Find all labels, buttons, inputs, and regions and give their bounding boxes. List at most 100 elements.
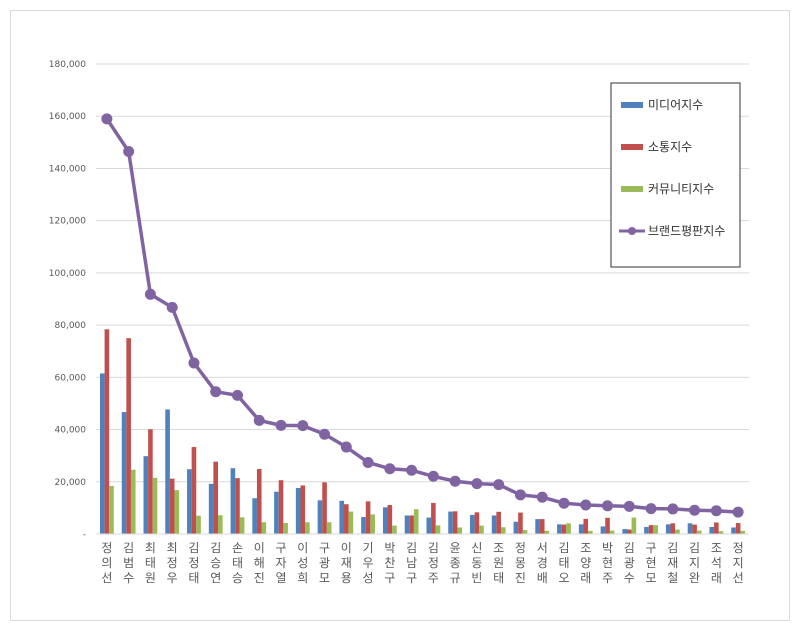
line-point xyxy=(449,475,461,487)
bar xyxy=(709,526,715,534)
bar xyxy=(300,485,306,534)
bar xyxy=(622,529,627,534)
line-point xyxy=(732,506,744,518)
line-point xyxy=(710,505,722,517)
bar xyxy=(687,523,693,534)
bar xyxy=(665,524,671,534)
line-point xyxy=(123,145,135,157)
bar xyxy=(230,468,236,534)
line-point xyxy=(558,497,570,509)
bar xyxy=(535,519,540,534)
bar xyxy=(544,530,550,534)
bar xyxy=(648,525,654,534)
bar xyxy=(339,500,345,534)
line-series xyxy=(101,113,744,518)
legend-swatch xyxy=(621,102,643,108)
line-point xyxy=(645,503,657,515)
legend-label: 브랜드평판지수 xyxy=(648,224,725,238)
bar xyxy=(675,529,680,534)
bar xyxy=(104,329,110,534)
line-point xyxy=(297,420,309,432)
bar xyxy=(500,527,506,534)
bar xyxy=(392,525,397,534)
line-point xyxy=(471,478,483,490)
bar xyxy=(148,429,153,534)
bar xyxy=(143,456,149,534)
bar xyxy=(448,511,453,534)
y-tick-label: 80,000 xyxy=(55,321,87,331)
bar xyxy=(121,412,127,534)
line-point xyxy=(623,500,635,512)
bar xyxy=(361,517,366,534)
bar xyxy=(583,518,589,534)
line-point xyxy=(580,499,592,511)
y-tick-label: 60,000 xyxy=(55,373,87,383)
legend-label: 미디어지수 xyxy=(648,98,703,112)
line-point xyxy=(144,288,156,300)
bar xyxy=(426,517,432,534)
line-point xyxy=(667,503,679,515)
chart-svg: - 20,000 40,000 60,000 80,000 100,000 120,000 1… xyxy=(49,60,749,585)
bar xyxy=(387,505,393,534)
bar xyxy=(283,523,288,534)
y-tick-label: 140,000 xyxy=(49,164,86,174)
bar xyxy=(365,501,371,534)
bar xyxy=(539,519,545,534)
line-point xyxy=(362,456,374,468)
line-point xyxy=(231,389,243,401)
bar xyxy=(326,522,332,534)
bar xyxy=(605,517,610,534)
bar xyxy=(295,488,301,534)
bar xyxy=(130,469,136,534)
bar xyxy=(609,530,615,534)
bar xyxy=(696,530,702,534)
bar xyxy=(457,527,463,534)
chart-frame: - 20,000 40,000 60,000 80,000 100,000 120,000 1… xyxy=(10,10,790,621)
bar xyxy=(322,482,327,534)
bar xyxy=(174,490,180,534)
bar xyxy=(735,523,741,534)
bar xyxy=(218,515,223,534)
y-tick-label: - xyxy=(83,530,86,540)
y-tick-label: 20,000 xyxy=(55,478,87,488)
bar xyxy=(305,522,310,534)
bar xyxy=(431,502,436,534)
bar xyxy=(256,468,262,534)
bar xyxy=(404,515,410,534)
legend-marker xyxy=(628,227,636,235)
bar xyxy=(208,483,214,534)
bar xyxy=(187,469,192,534)
x-axis: 정 의 선 김 범 수 최 태 원 최 정 우 김 정 태 김 승 연 손 태 승 이 해 진 구 자 열 이 성 희 구 광 모 이 재 용 기 우 성 박… xyxy=(96,533,749,585)
line-point xyxy=(384,463,396,475)
line-point xyxy=(406,464,418,476)
bar xyxy=(513,521,519,534)
bar xyxy=(317,500,323,534)
bar xyxy=(557,524,562,534)
bar xyxy=(126,338,131,534)
bar xyxy=(213,461,219,534)
line-point xyxy=(210,386,222,398)
bar xyxy=(670,523,676,534)
line-point xyxy=(275,419,287,431)
legend-label: 커뮤니티지수 xyxy=(648,182,714,196)
bar xyxy=(692,524,697,534)
y-tick-label: 160,000 xyxy=(49,112,86,122)
bar xyxy=(152,477,158,534)
bar xyxy=(522,530,528,534)
bar xyxy=(718,531,724,534)
